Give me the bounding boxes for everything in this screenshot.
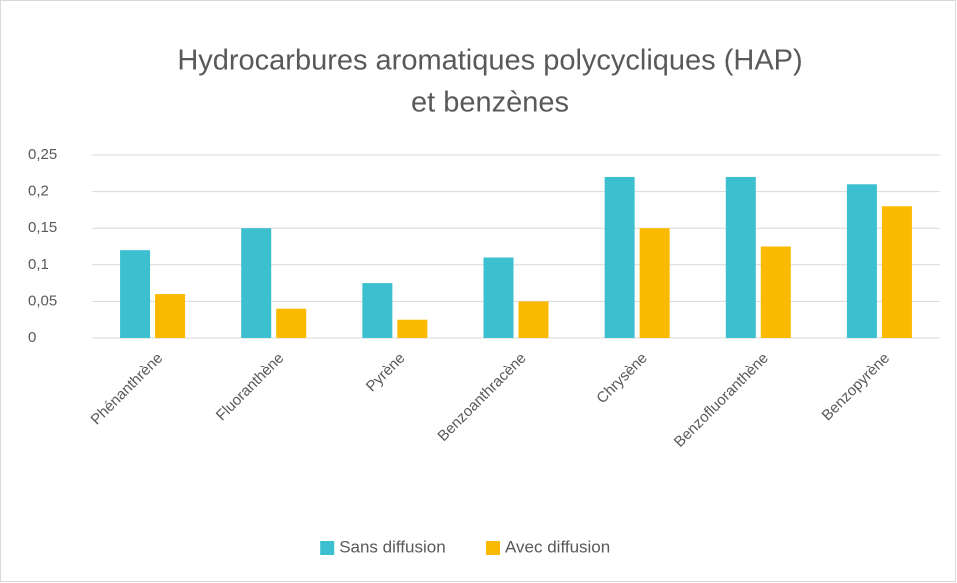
bar	[241, 228, 272, 338]
bar	[397, 319, 428, 338]
legend-label: Avec diffusion	[505, 537, 610, 556]
y-tick-label: 0	[28, 329, 36, 346]
bar	[483, 257, 514, 338]
bar	[518, 301, 549, 338]
legend-swatch	[320, 541, 335, 555]
bar	[725, 176, 756, 338]
bar	[155, 294, 186, 338]
bar	[276, 308, 307, 338]
bar	[639, 228, 670, 338]
y-tick-label: 0,05	[28, 292, 57, 309]
y-tick-label: 0,15	[28, 219, 57, 236]
y-tick-label: 0,1	[28, 256, 49, 273]
bar	[881, 206, 912, 338]
chart-title: Hydrocarbures aromatiques polycycliques …	[177, 45, 802, 77]
legend-swatch	[486, 541, 500, 555]
bar	[604, 176, 635, 338]
bar	[120, 250, 151, 338]
bar	[760, 246, 791, 338]
y-tick-label: 0,2	[28, 183, 49, 200]
chart-title: et benzènes	[411, 87, 569, 119]
bar	[362, 283, 393, 338]
y-tick-label: 0,25	[28, 146, 57, 163]
legend-label: Sans diffusion	[339, 537, 445, 556]
bar	[846, 184, 877, 338]
